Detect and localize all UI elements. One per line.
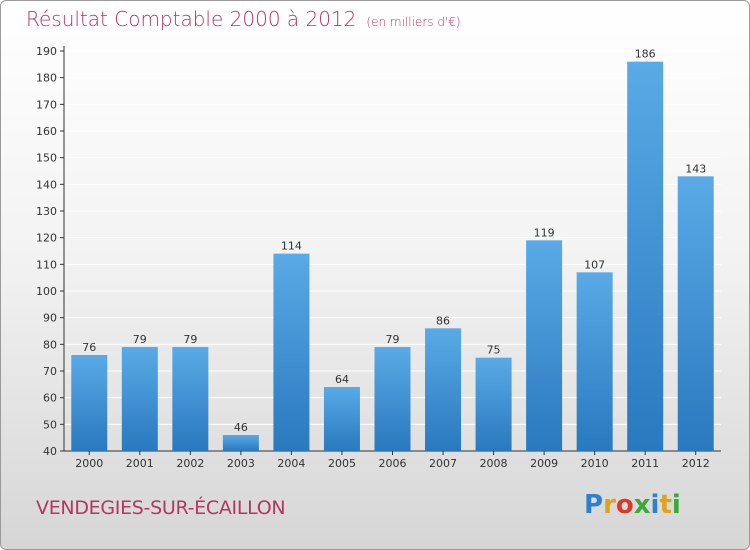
bar-2000 [71, 355, 108, 451]
y-tick-label: 170 [36, 98, 57, 111]
data-label: 107 [584, 258, 605, 271]
chart-title-text: Résultat Comptable 2000 à 2012 [26, 7, 357, 31]
data-label: 119 [534, 226, 555, 239]
y-tick-label: 110 [36, 258, 57, 271]
bar-2005 [323, 387, 360, 451]
x-tick-label: 2005 [328, 457, 356, 470]
y-tick-label: 130 [36, 205, 57, 218]
chart-title: Résultat Comptable 2000 à 2012 (en millie… [26, 7, 461, 31]
y-tick-label: 90 [43, 312, 57, 325]
x-tick-label: 2004 [277, 457, 305, 470]
logo-letter: i [671, 490, 681, 520]
data-label: 46 [234, 421, 248, 434]
bar-2003 [222, 435, 259, 451]
y-tick-label: 180 [36, 72, 57, 85]
bar-2012 [677, 176, 714, 452]
x-tick-label: 2012 [682, 457, 710, 470]
data-label: 79 [386, 333, 400, 346]
bar-2004 [273, 253, 310, 451]
y-tick-label: 120 [36, 232, 57, 245]
data-label: 186 [635, 48, 656, 61]
logo-letter: i [650, 490, 660, 520]
bar-2007 [425, 328, 462, 451]
bar-2010 [576, 272, 613, 451]
data-label: 75 [487, 344, 501, 357]
logo-letter: t [659, 490, 672, 520]
data-label: 64 [335, 373, 349, 386]
chart-subtitle: (en milliers d'€) [366, 15, 461, 29]
bar-2002 [172, 347, 209, 451]
data-label: 114 [281, 240, 302, 253]
bar-2008 [475, 357, 512, 451]
x-tick-label: 2006 [379, 457, 407, 470]
x-tick-label: 2007 [429, 457, 457, 470]
y-tick-label: 160 [36, 125, 57, 138]
data-label: 143 [685, 162, 706, 175]
x-tick-label: 2010 [581, 457, 609, 470]
logo-letter: o [615, 490, 634, 520]
y-tick-label: 60 [43, 392, 57, 405]
logo-letter: P [584, 490, 604, 520]
x-tick-label: 2009 [530, 457, 558, 470]
x-tick-label: 2011 [631, 457, 659, 470]
data-label: 79 [133, 333, 147, 346]
y-tick-label: 190 [36, 45, 57, 58]
y-tick-label: 100 [36, 285, 57, 298]
commune-name: VENDEGIES-SUR-ÉCAILLON [36, 497, 286, 519]
y-tick-label: 80 [43, 338, 57, 351]
y-tick-label: 140 [36, 178, 57, 191]
y-tick-label: 70 [43, 365, 57, 378]
data-label: 76 [82, 341, 96, 354]
data-label: 79 [183, 333, 197, 346]
x-tick-label: 2003 [227, 457, 255, 470]
logo-letter: r [603, 490, 616, 520]
logo-letter: x [633, 490, 651, 520]
x-tick-label: 2001 [126, 457, 154, 470]
y-tick-label: 150 [36, 152, 57, 165]
bar-2006 [374, 347, 411, 451]
x-tick-label: 2008 [480, 457, 508, 470]
x-tick-label: 2002 [176, 457, 204, 470]
data-label: 86 [436, 314, 450, 327]
y-tick-label: 40 [43, 445, 57, 458]
bar-2011 [627, 61, 664, 452]
proxiti-logo: Proxiti [584, 490, 681, 520]
bar-2009 [526, 240, 563, 451]
bar-2001 [121, 347, 158, 451]
y-tick-label: 50 [43, 418, 57, 431]
x-tick-label: 2000 [75, 457, 103, 470]
